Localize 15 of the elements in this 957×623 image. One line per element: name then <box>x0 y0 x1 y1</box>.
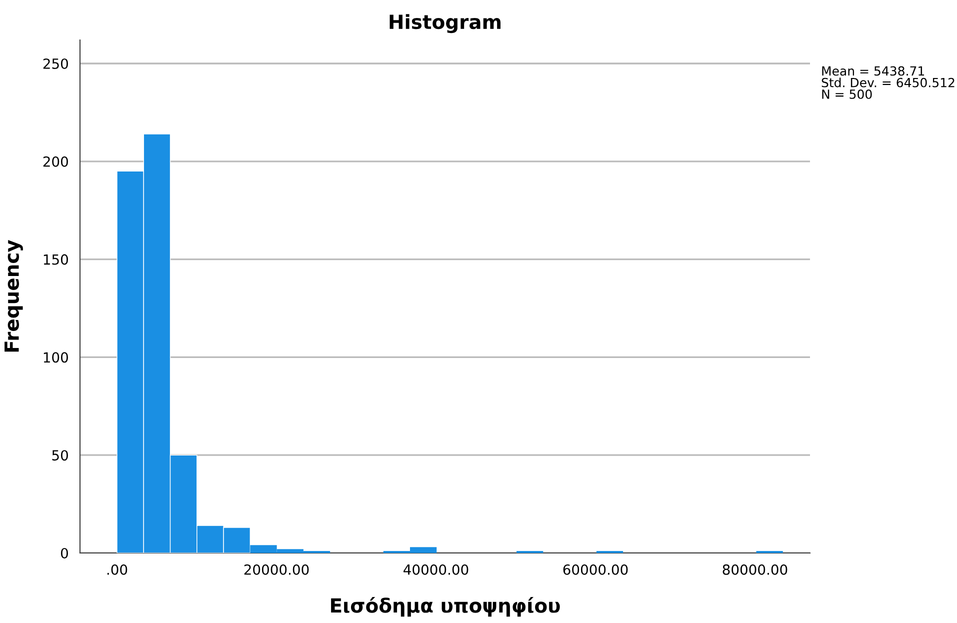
y-axis-title: Frequency <box>4 240 23 352</box>
x-axis-title: Εισόδημα υποψηφίου <box>331 596 560 617</box>
y-tick-label: 0 <box>60 548 68 558</box>
text: Mean = 5438.71 Std. Dev. = 6450.512 N = 500 <box>822 66 954 99</box>
y-tick-label: 50 <box>52 450 68 461</box>
y-tick-label: 150 <box>44 254 68 265</box>
x-tick-label: 40000.00 <box>404 564 468 575</box>
x-tick-label: 20000.00 <box>244 564 309 575</box>
x-tick-label: .00 <box>107 564 128 575</box>
y-tick-label: 250 <box>43 58 68 69</box>
y-tick-label: 200 <box>43 156 68 167</box>
chart-title: Histogram <box>390 14 500 34</box>
y-tick-label: 100 <box>44 352 68 363</box>
x-tick-label: 80000.00 <box>722 564 788 575</box>
x-tick-label: 60000.00 <box>563 564 628 575</box>
